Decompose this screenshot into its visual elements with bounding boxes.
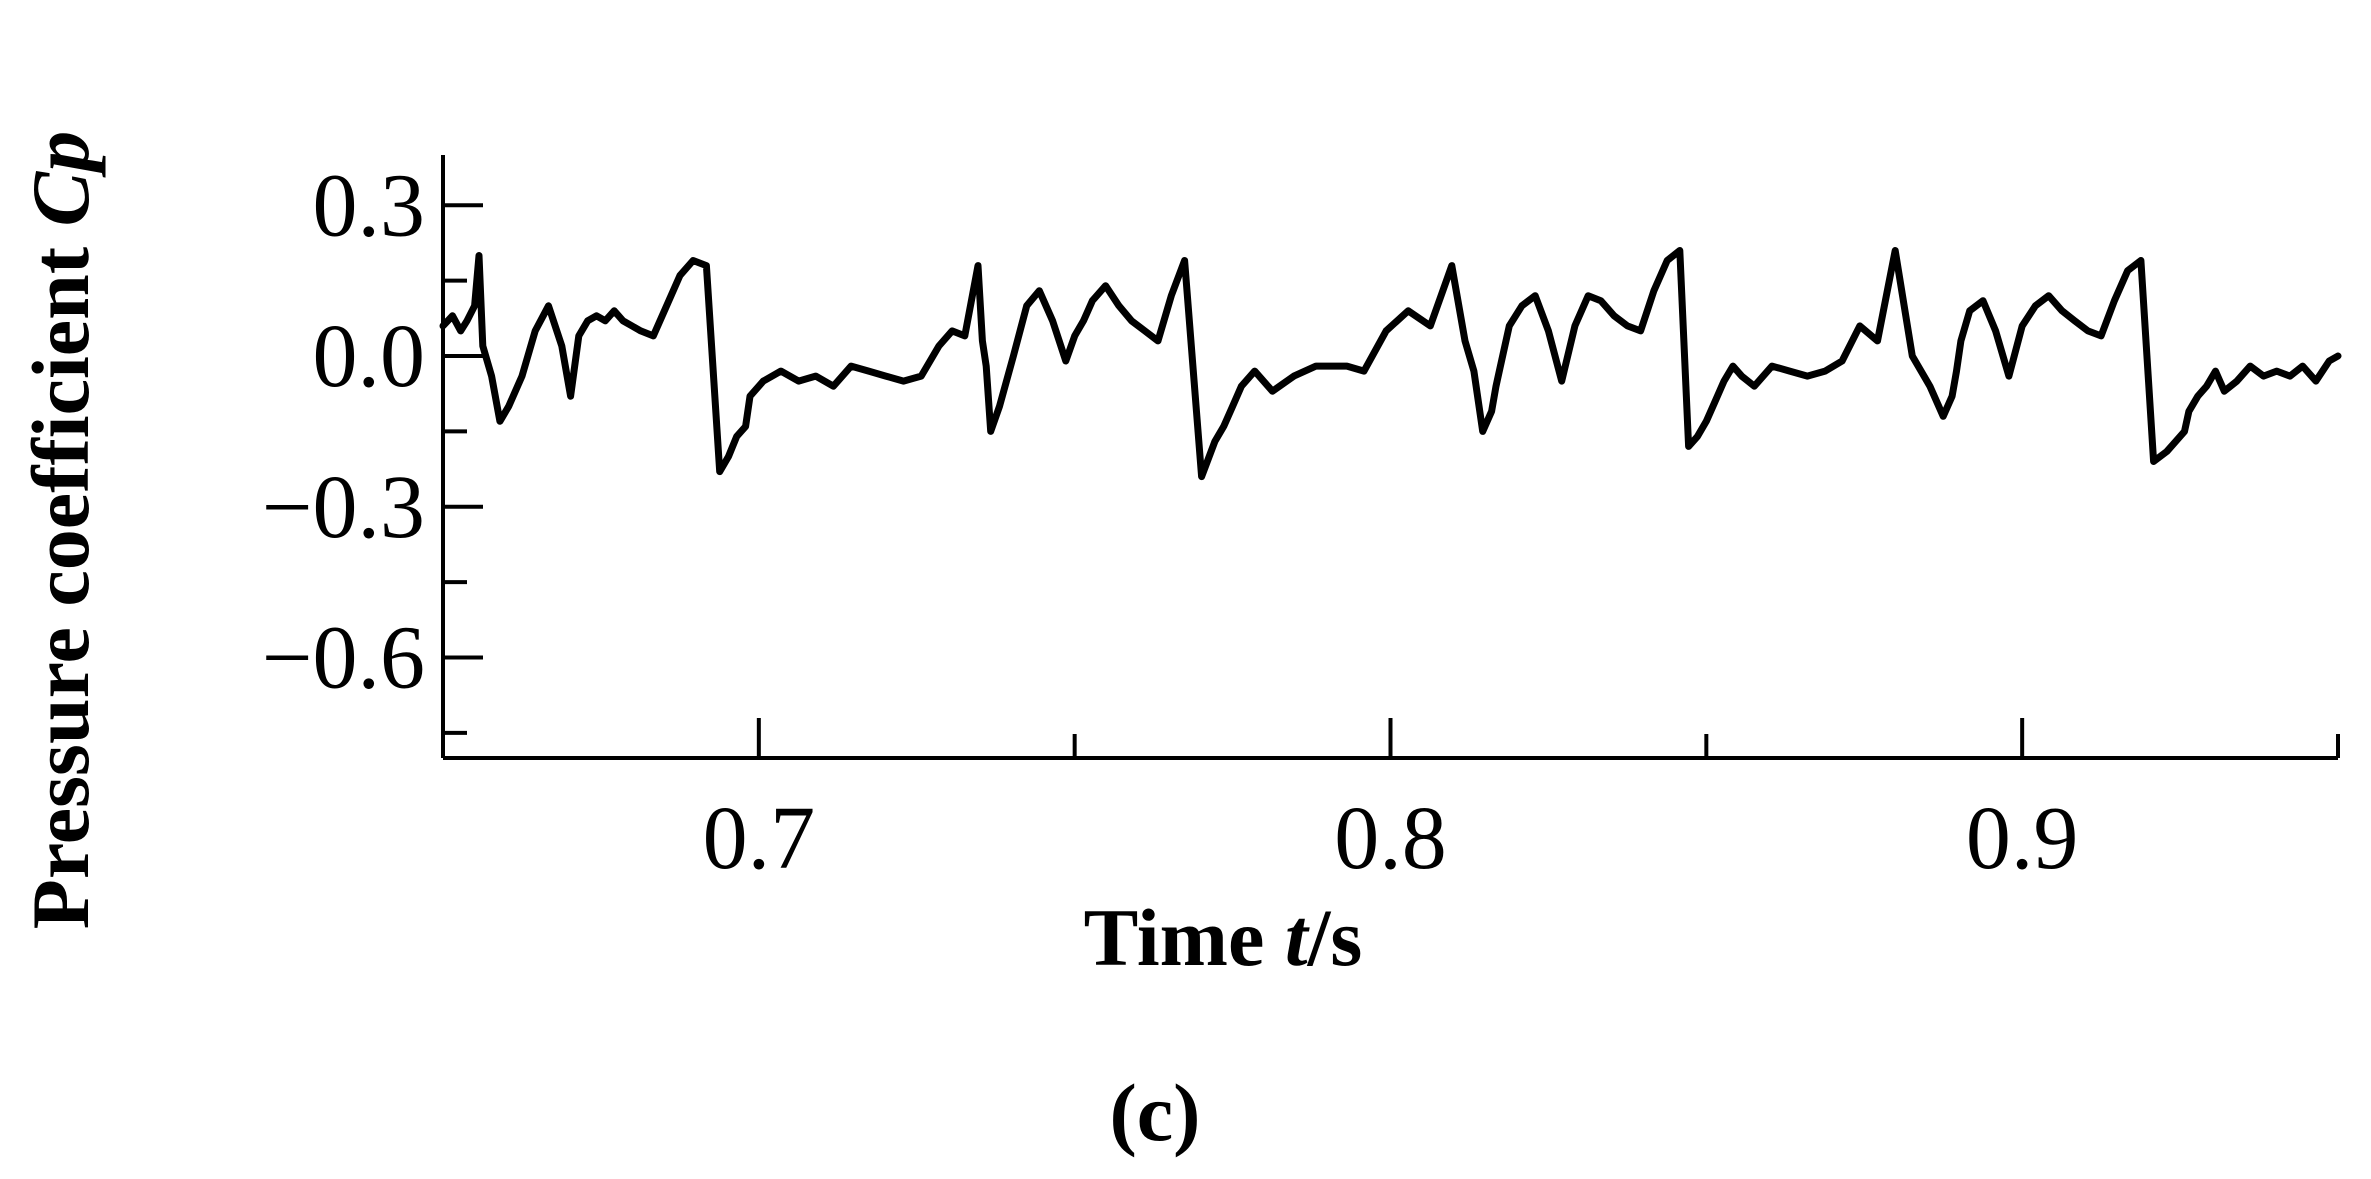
y-tick-label: −0.3: [262, 458, 425, 557]
series-group: [439, 247, 2342, 481]
y-tick-label: 0.3: [313, 156, 426, 255]
y-axis-title: Pressure coefficient Cp: [15, 131, 106, 930]
x-tick-label: 0.8: [1334, 789, 1447, 888]
series-line: [439, 247, 2342, 481]
x-tick-label: 0.9: [1966, 789, 2079, 888]
x-axis: 0.7 0.8 0.9: [443, 718, 2340, 888]
panel-label: (c): [1109, 1067, 1200, 1158]
y-tick-label: −0.6: [262, 609, 425, 708]
x-tick-label: 0.7: [703, 789, 816, 888]
x-axis-title: Time t/s: [1084, 892, 1363, 983]
y-axis: 0.3 0.0 −0.3 −0.6: [262, 155, 483, 758]
y-tick-label: 0.0: [313, 307, 426, 406]
